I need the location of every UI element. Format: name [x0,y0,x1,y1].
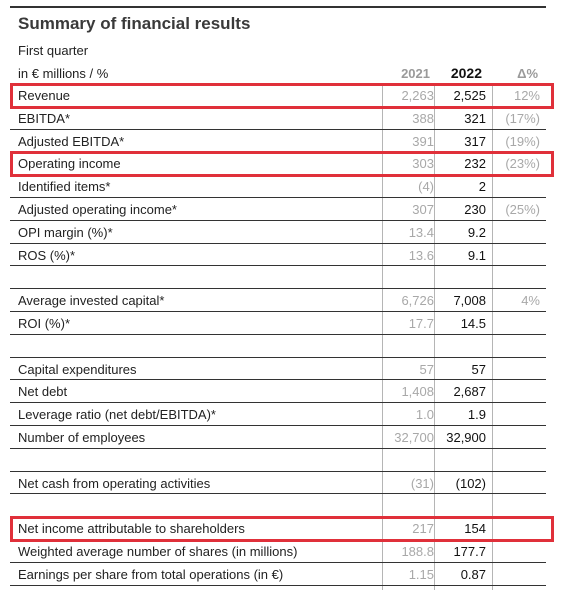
row-label: Net cash from operating activities [18,475,211,491]
table-row: EBITDA* 388 321 (17%) [10,107,546,130]
highlight-box [10,516,554,542]
value-delta: 12% [513,88,540,103]
row-label: Average invested capital* [18,293,165,309]
value-2022: 2,687 [453,384,486,400]
table-row: Number of employees 32,700 32,900 [10,426,546,449]
row-label: ROS (%)* [18,247,76,263]
row-label: Revenue [18,88,71,103]
table-row: Net cash from operating activities (31) (1… [10,472,546,495]
period-subtitle: First quarter [18,43,89,58]
value-2021: 57 [419,361,434,377]
highlight-box [10,151,554,178]
page-title: Summary of financial results [18,14,251,33]
highlight-box [10,83,554,109]
value-2022: 2,525 [453,88,486,103]
value-2022: 9.2 [467,224,486,240]
row-label: Adjusted operating income* [18,201,177,217]
column-divider [382,84,383,590]
value-2021: (4) [418,179,434,195]
value-2022: 317 [464,133,486,149]
table-row: Earnings per share from total operations… [10,563,546,586]
value-2021: 32,700 [394,429,434,445]
value-2021: 6,726 [401,293,434,309]
table-row: Weighted average number of shares (in mi… [10,540,546,563]
spacer-row [10,494,546,518]
table-row: Average invested capital* 6,726 7,008 4% [10,289,546,312]
value-2021: 17.7 [408,315,434,331]
row-label: Adjusted EBITDA* [18,133,125,149]
value-2022: 154 [464,521,486,537]
table-row: Operating income 303 232 (23%) [10,152,546,176]
financial-table: Revenue 2,263 2,525 12% EBITDA* 388 321 (17%) Ad… [10,84,546,586]
table-row: Adjusted operating income* 307 230 (25%) [10,198,546,221]
value-2022: (102) [455,475,486,491]
spacer-row [10,266,546,290]
column-divider [434,84,435,590]
value-2021: 391 [412,133,434,149]
value-delta: (25%) [505,201,540,217]
row-label: Leverage ratio (net debt/EBITDA)* [18,407,216,423]
spacer-row [10,449,546,472]
table-row: Net debt 1,408 2,687 [10,380,546,404]
row-label: Earnings per share from total operations… [18,566,284,582]
value-2022: 57 [471,361,486,377]
row-label: Capital expenditures [18,361,137,377]
value-2022: 2 [478,179,486,195]
value-2021: 388 [412,110,434,126]
value-delta: (19%) [505,133,540,149]
column-header-row: in € millions / % 2021 2022 Δ% [10,61,546,85]
value-delta: (17%) [505,110,540,126]
column-header-2022: 2022 [450,65,482,81]
value-2022: 232 [464,156,486,172]
table-row: OPI margin (%)* 13.4 9.2 [10,221,546,244]
value-delta: (23%) [505,156,540,172]
value-2021: (31) [410,475,434,491]
top-rule [10,6,546,8]
value-2021: 1.15 [408,566,434,582]
value-delta: 4% [521,293,540,309]
table-row: Leverage ratio (net debt/EBITDA)* 1.0 1.9 [10,403,546,426]
value-2022: 9.1 [467,247,486,263]
value-2021: 1.0 [415,407,434,423]
value-2021: 13.6 [408,247,434,263]
value-2022: 14.5 [460,315,486,331]
value-2022: 0.87 [460,566,486,582]
row-label: Net income attributable to shareholders [18,521,245,537]
column-header-delta: Δ% [517,66,538,81]
table-row: Adjusted EBITDA* 391 317 (19%) [10,130,546,153]
table-row: ROI (%)* 17.7 14.5 [10,312,546,335]
value-2021: 307 [412,201,434,217]
row-label: Net debt [18,384,68,400]
value-2021: 2,263 [401,88,434,103]
unit-label: in € millions / % [18,66,109,81]
row-label: Identified items* [18,179,111,195]
value-2021: 13.4 [408,224,434,240]
value-2021: 188.8 [401,543,434,559]
row-label: Number of employees [18,429,146,445]
value-2022: 32,900 [446,429,486,445]
column-header-2021: 2021 [401,66,430,81]
row-label: ROI (%)* [18,315,70,331]
value-2022: 7,008 [453,293,486,309]
row-label: OPI margin (%)* [18,224,113,240]
row-label: Weighted average number of shares (in mi… [18,543,298,559]
value-2021: 303 [412,156,434,172]
row-label: EBITDA* [18,110,71,126]
value-2022: 230 [464,201,486,217]
value-2021: 1,408 [401,384,434,400]
value-2021: 217 [412,521,434,537]
value-2022: 177.7 [453,543,486,559]
spacer-row [10,335,546,358]
value-2022: 1.9 [467,407,486,423]
table-row: Capital expenditures 57 57 [10,358,546,381]
column-divider [492,84,493,590]
row-label: Operating income [18,156,121,172]
table-row: Identified items* (4) 2 [10,175,546,198]
value-2022: 321 [464,110,486,126]
table-row: ROS (%)* 13.6 9.1 [10,244,546,267]
